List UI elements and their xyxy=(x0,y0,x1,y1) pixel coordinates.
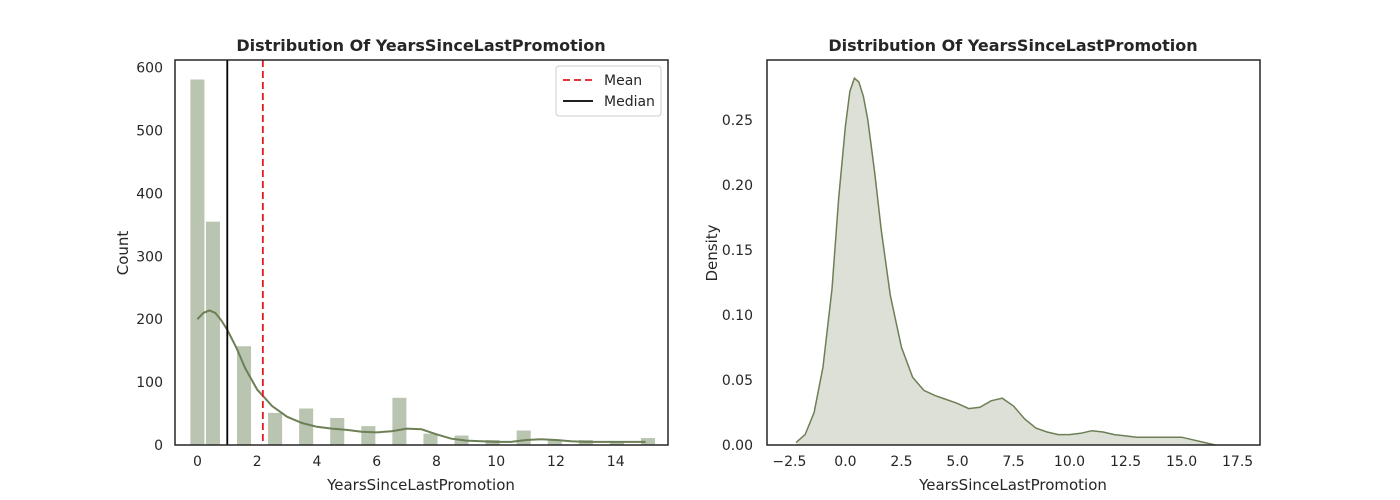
density-xlabel: YearsSinceLastPromotion xyxy=(918,476,1107,494)
density-ytick-label: 0.05 xyxy=(722,373,753,389)
histogram-bar xyxy=(392,397,407,445)
histogram-xtick-label: 12 xyxy=(547,454,565,470)
histogram-xtick-label: 8 xyxy=(432,454,441,470)
density-xtick-label: 17.5 xyxy=(1222,454,1253,470)
density-title: Distribution Of YearsSinceLastPromotion xyxy=(828,36,1197,55)
histogram-ytick-label: 300 xyxy=(136,249,163,265)
density-ytick-label: 0.25 xyxy=(722,113,753,129)
histogram-xtick-label: 10 xyxy=(487,454,505,470)
histogram-bar xyxy=(268,412,283,445)
histogram-bar xyxy=(516,430,531,445)
histogram-bar xyxy=(609,441,624,445)
histogram-bar xyxy=(640,438,656,445)
histogram-xtick-label: 4 xyxy=(312,454,321,470)
legend-box xyxy=(555,65,662,117)
histogram-ytick-label: 600 xyxy=(136,61,163,77)
histogram-bar xyxy=(423,433,438,445)
legend-median-label: Median xyxy=(604,94,655,110)
histogram-bar xyxy=(361,426,376,445)
density-xtick-label: 12.5 xyxy=(1110,454,1141,470)
density-xtick-label: 0.0 xyxy=(834,454,856,470)
density-panel: Distribution Of YearsSinceLastPromotion … xyxy=(703,36,1261,494)
histogram-bar xyxy=(299,408,314,445)
density-ytick-label: 0.10 xyxy=(722,308,753,324)
histogram-ylabel: Count xyxy=(114,231,132,276)
density-xtick-label: −2.5 xyxy=(772,454,806,470)
histogram-ytick-label: 200 xyxy=(136,312,163,328)
density-ticks: −2.5 0.0 2.5 5.0 7.5 10.0 12.5 15.0 17.5 0.00 0.05… xyxy=(722,113,1253,470)
density-line xyxy=(795,76,1216,446)
histogram-ytick-label: 400 xyxy=(136,186,163,202)
density-xtick-label: 15.0 xyxy=(1166,454,1197,470)
density-area xyxy=(796,78,1216,445)
histogram-xlabel: YearsSinceLastPromotion xyxy=(326,476,515,494)
kde-line xyxy=(196,309,646,443)
histogram-xtick-label: 6 xyxy=(372,454,381,470)
legend-mean-label: Mean xyxy=(604,73,642,89)
density-ytick-label: 0.20 xyxy=(722,178,753,194)
density-xtick-label: 2.5 xyxy=(890,454,912,470)
histogram-ytick-label: 500 xyxy=(136,123,163,139)
histogram-bar xyxy=(330,417,345,445)
histogram-bar xyxy=(205,221,220,445)
histogram-bar xyxy=(547,439,562,445)
density-xtick-label: 7.5 xyxy=(1002,454,1024,470)
histogram-bars xyxy=(190,79,656,445)
density-xtick-label: 5.0 xyxy=(946,454,968,470)
histogram-bar xyxy=(190,79,205,445)
density-ylabel: Density xyxy=(703,224,721,281)
histogram-ticks: 0 2 4 6 8 10 12 14 0 100 200 300 400 500 600 xyxy=(136,61,624,470)
histogram-title: Distribution Of YearsSinceLastPromotion xyxy=(236,36,605,55)
histogram-xtick-label: 14 xyxy=(607,454,625,470)
density-xtick-label: 10.0 xyxy=(1054,454,1085,470)
histogram-frame xyxy=(174,59,669,446)
density-ytick-label: 0.00 xyxy=(722,438,753,454)
histogram-xtick-label: 2 xyxy=(253,454,262,470)
histogram-bar xyxy=(236,346,252,445)
histogram-ytick-label: 0 xyxy=(154,438,163,454)
histogram-xtick-label: 0 xyxy=(193,454,202,470)
density-ytick-label: 0.15 xyxy=(722,243,753,259)
histogram-ytick-label: 100 xyxy=(136,375,163,391)
histogram-panel: Distribution Of YearsSinceLastPromotion … xyxy=(114,36,669,494)
legend: Mean Median xyxy=(555,65,662,117)
density-frame xyxy=(766,59,1261,446)
